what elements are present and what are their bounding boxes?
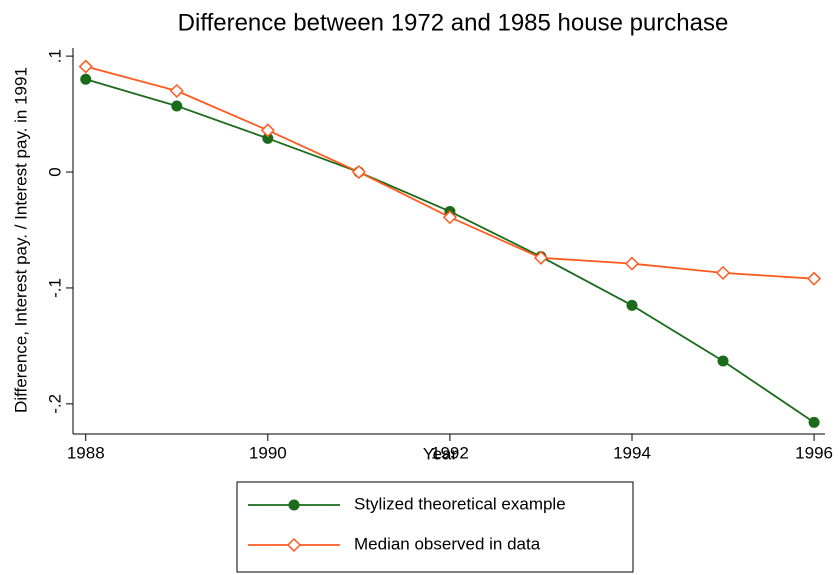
data-point [717,355,729,367]
data-point [169,83,184,98]
legend-marker [286,537,302,553]
x-tick-label: 1992 [431,443,469,462]
x-tick-label: 1988 [67,443,105,462]
data-point [351,164,366,180]
legend-marker [288,499,300,511]
data-point [78,59,93,74]
y-tick-label: .1 [45,49,64,63]
y-tick-label: -.2 [45,394,64,414]
data-point [808,416,820,428]
data-point [626,299,638,311]
y-tick-label: -.1 [45,278,64,298]
data-point [80,73,92,85]
y-axis-label: Difference, Interest pay. / Interest pay… [11,67,30,413]
x-tick-label: 1994 [613,443,651,462]
data-point [442,210,457,225]
data-point [715,265,731,280]
chart-title: Difference between 1972 and 1985 house p… [178,9,729,36]
x-axis-label: Year [423,444,458,463]
series-line [85,78,815,424]
x-tick-label: 1996 [795,443,833,462]
data-point [260,123,275,138]
series-line [85,65,815,280]
x-tick-label: 1990 [249,443,287,462]
y-tick-label: 0 [45,167,64,176]
data-point [807,271,822,286]
legend-label: Stylized theoretical example [354,494,566,513]
legend-box [236,481,634,573]
data-point [171,100,183,112]
legend-label: Median observed in data [354,534,541,553]
data-point [624,256,640,271]
data-point [533,250,549,265]
